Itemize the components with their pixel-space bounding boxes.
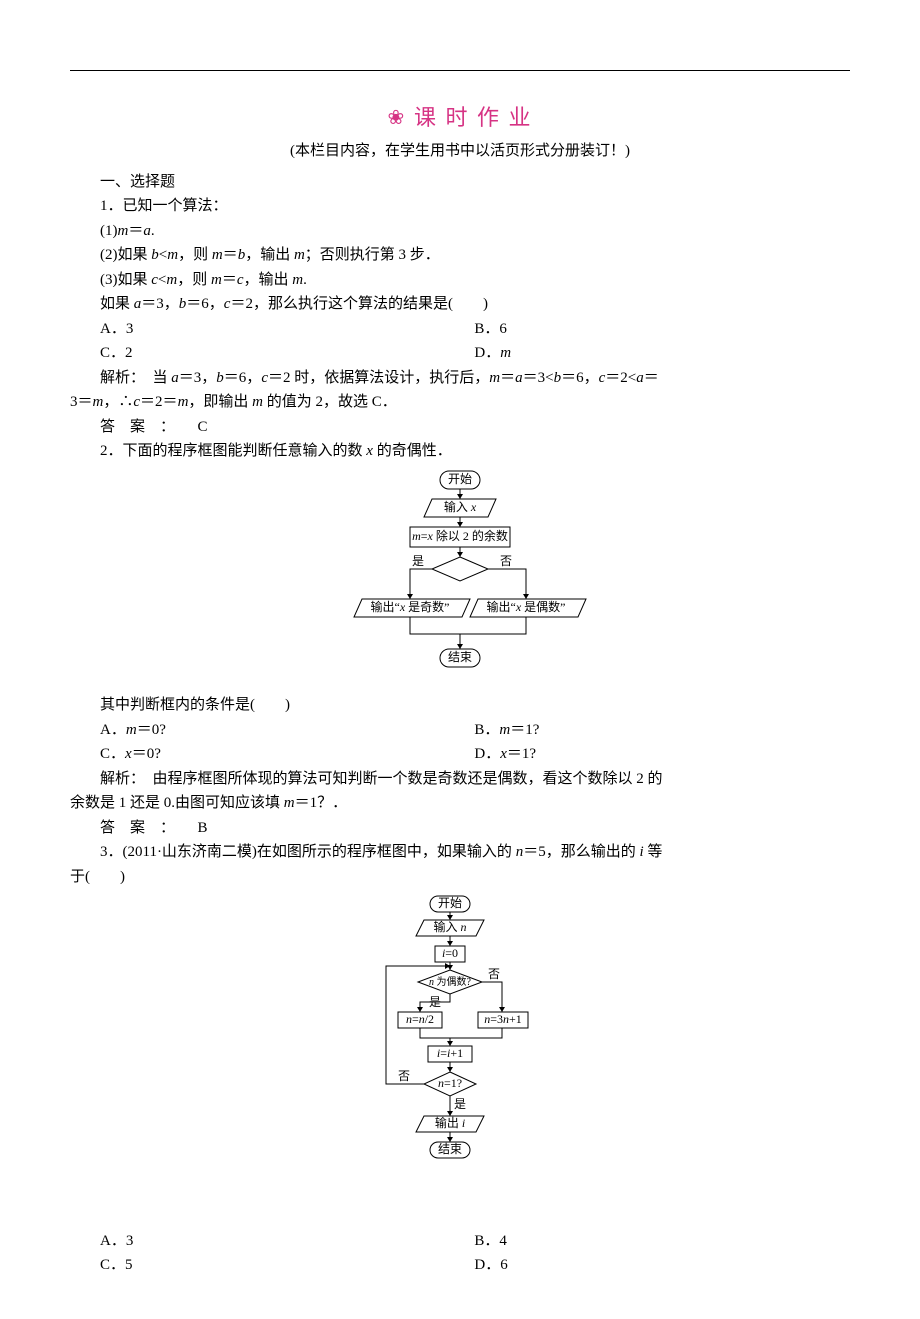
q1-stem: 1．已知一个算法：	[70, 195, 850, 218]
q1-step2: (2)如果 b<m，则 m＝b，输出 m；否则执行第 3 步．	[70, 244, 850, 267]
q3-flow-no2: 否	[398, 1069, 410, 1083]
q2-answer-label: 答案：	[100, 820, 183, 836]
q2-flowchart: 开始 输入 x m=x 除以 2 的余数 是 否 输出“x 是奇数” 输出“x …	[70, 469, 850, 687]
q3-flow-yes1: 是	[429, 995, 441, 1009]
q2-ask: 其中判断框内的条件是( )	[70, 694, 850, 717]
top-rule	[70, 70, 850, 71]
q2-flow-out-right: 输出“x 是偶数”	[487, 599, 566, 614]
q3-flow-cond1: n 为偶数?	[429, 975, 471, 988]
q1-step2-text: (2)如果 b<m，则 m＝b，输出 m；否则执行第 3 步．	[100, 247, 440, 263]
page-header: ❀ 课 时 作 业	[70, 101, 850, 134]
q2-opt-d-text: D．x＝1?	[474, 746, 536, 762]
q3-flow-out: 输出 i	[435, 1115, 465, 1130]
q2-opt-b-text: B．m＝1?	[474, 722, 539, 738]
q2-opt-d: D．x＝1?	[444, 743, 818, 766]
q1-analysis-label: 解析：	[100, 370, 138, 386]
q1-analysis-cont-text: 3＝m，∴c＝2＝m，即输出 m 的值为 2，故选 C．	[70, 394, 397, 410]
q3-flow-right: n=3n+1	[484, 1012, 522, 1026]
q2-options-row2: C．x＝0? D．x＝1?	[70, 743, 850, 766]
ornament-icon: ❀	[387, 107, 404, 129]
q1-analysis-cont: 3＝m，∴c＝2＝m，即输出 m 的值为 2，故选 C．	[70, 391, 850, 414]
q2-opt-b: B．m＝1?	[444, 719, 818, 742]
q1-step1: (1)m＝a.	[70, 220, 850, 243]
q2-opt-c: C．x＝0?	[70, 743, 444, 766]
q1-options-row2: C．2 D．m	[70, 342, 850, 365]
q1-answer-label: 答案：	[100, 419, 183, 435]
q3-flow-input: 输入 n	[433, 919, 466, 934]
q2-analysis-cont: 余数是 1 还是 0.由图可知应该填 m＝1？．	[70, 792, 850, 815]
q1-step3: (3)如果 c<m，则 m＝c，输出 m.	[70, 269, 850, 292]
q3-stem-cont: 于( )	[70, 866, 850, 889]
q3-flow-yes2: 是	[454, 1097, 466, 1111]
q3-flow-cond2: n=1?	[438, 1076, 462, 1090]
q2-flow-yes: 是	[412, 554, 424, 568]
q3-flow-no1: 否	[488, 967, 500, 981]
q3-flow-end: 结束	[438, 1142, 462, 1156]
q2-opt-a: A．m＝0?	[70, 719, 444, 742]
q2-options-row1: A．m＝0? B．m＝1?	[70, 719, 850, 742]
q3-stem-text: 3．(2011·山东济南二模)在如图所示的程序框图中，如果输入的 n＝5，那么输…	[100, 844, 662, 860]
section-heading: 一、选择题	[70, 171, 850, 194]
q3-flow-init: i=0	[442, 946, 458, 960]
q3-opt-c: C．5	[70, 1254, 444, 1277]
q3-flow-start: 开始	[438, 896, 462, 910]
q1-cond-text: 如果 a＝3，b＝6，c＝2，那么执行这个算法的结果是( )	[100, 296, 488, 312]
q1-options-row1: A．3 B．6	[70, 318, 850, 341]
q2-flow-no: 否	[500, 554, 512, 568]
q1-analysis: 解析： 当 a＝3，b＝6，c＝2 时，依据算法设计，执行后，m＝a＝3<b＝6…	[70, 367, 850, 390]
q1-opt-a: A．3	[70, 318, 444, 341]
q2-flow-proc: m=x 除以 2 的余数	[412, 528, 508, 543]
q1-analysis-text: 当 a＝3，b＝6，c＝2 时，依据算法设计，执行后，m＝a＝3<b＝6，c＝2…	[138, 370, 659, 386]
q1-opt-c: C．2	[70, 342, 444, 365]
q2-analysis-cont-text: 余数是 1 还是 0.由图可知应该填 m＝1？．	[70, 795, 347, 811]
q3-flowchart: 开始 输入 n i=0 n 为偶数? 是 否 n=n/2 n=3n+1 i=i+…	[70, 894, 850, 1222]
q3-flow-step: i=i+1	[437, 1046, 463, 1060]
q2-answer: 答案： B	[70, 817, 850, 840]
q2-analysis-label: 解析：	[100, 771, 138, 787]
q3-opt-d: D．6	[444, 1254, 818, 1277]
page-title: 课 时 作 业	[414, 101, 533, 134]
q3-opt-b: B．4	[444, 1230, 818, 1253]
q3-stem: 3．(2011·山东济南二模)在如图所示的程序框图中，如果输入的 n＝5，那么输…	[70, 841, 850, 864]
q2-stem: 2．下面的程序框图能判断任意输入的数 x 的奇偶性．	[70, 440, 850, 463]
q1-opt-d: D．m	[444, 342, 818, 365]
q2-flow-input: 输入 x	[444, 499, 477, 514]
q3-options-row2: C．5 D．6	[70, 1254, 850, 1277]
q2-opt-c-text: C．x＝0?	[100, 746, 161, 762]
q3-opt-a: A．3	[70, 1230, 444, 1253]
q2-answer-value: B	[183, 820, 208, 836]
q1-opt-d-text: D．m	[474, 345, 511, 361]
q1-answer: 答案： C	[70, 416, 850, 439]
q2-analysis: 解析： 由程序框图所体现的算法可知判断一个数是奇数还是偶数，看这个数除以 2 的	[70, 768, 850, 791]
q1-cond: 如果 a＝3，b＝6，c＝2，那么执行这个算法的结果是( )	[70, 293, 850, 316]
q1-opt-b: B．6	[444, 318, 818, 341]
q1-answer-value: C	[183, 419, 208, 435]
q2-flow-out-left: 输出“x 是奇数”	[371, 599, 450, 614]
q1-step1-text: (1)m＝a.	[100, 223, 155, 239]
q1-step3-text: (3)如果 c<m，则 m＝c，输出 m.	[100, 272, 307, 288]
page-subtitle: (本栏目内容，在学生用书中以活页形式分册装订！)	[70, 140, 850, 163]
q2-flow-end: 结束	[448, 650, 472, 664]
q2-analysis-text: 由程序框图所体现的算法可知判断一个数是奇数还是偶数，看这个数除以 2 的	[138, 771, 663, 787]
q2-opt-a-text: A．m＝0?	[100, 722, 166, 738]
q3-options-row1: A．3 B．4	[70, 1230, 850, 1253]
q2-stem-text: 2．下面的程序框图能判断任意输入的数 x 的奇偶性．	[100, 443, 452, 459]
q3-flow-left: n=n/2	[406, 1012, 434, 1026]
q3-stem-cont-text: 于( )	[70, 869, 125, 885]
q2-flow-start: 开始	[448, 472, 472, 486]
